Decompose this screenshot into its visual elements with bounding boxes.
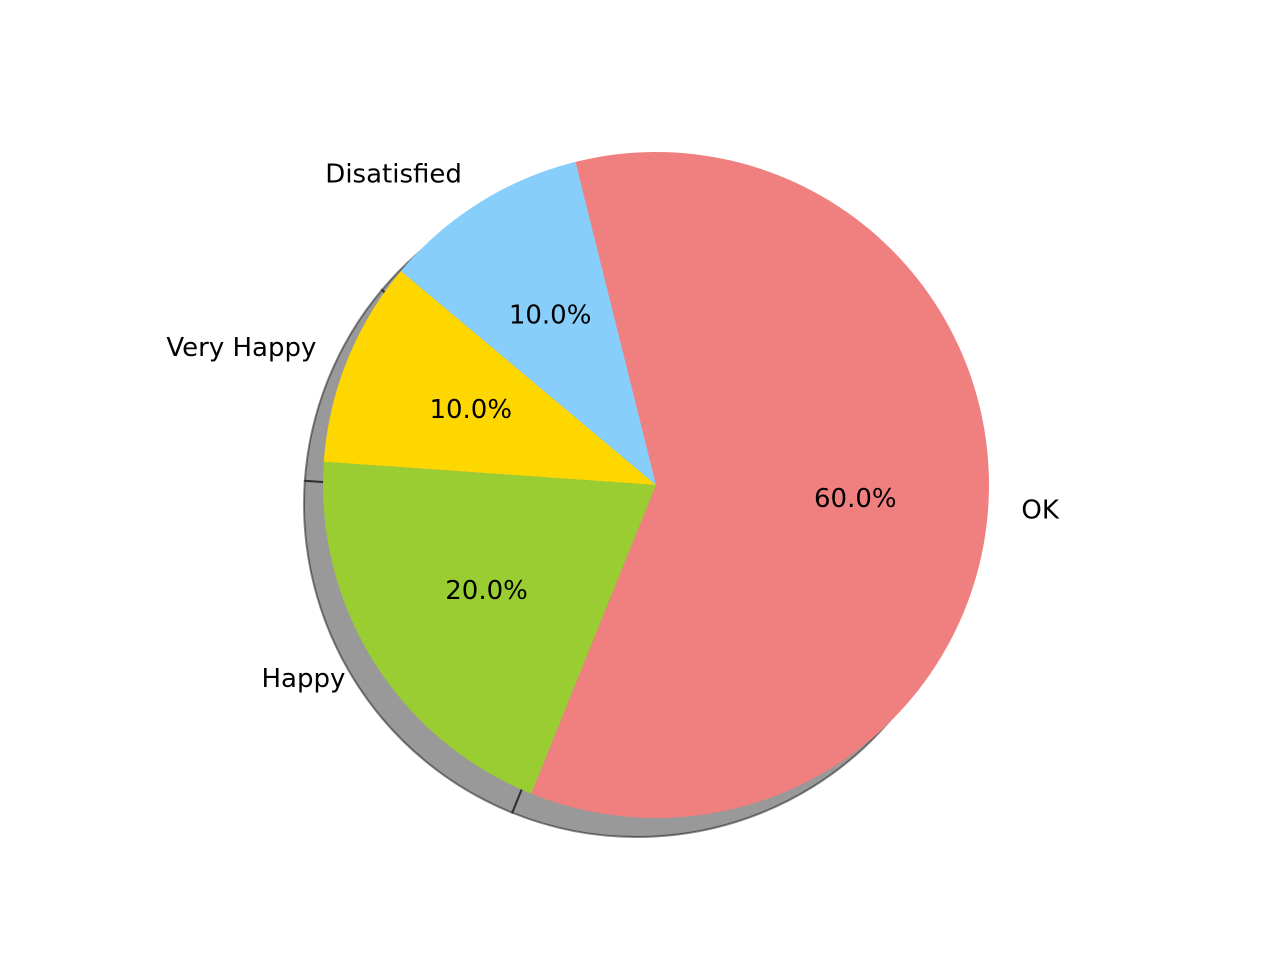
percent-label-ok: 60.0% [814,484,897,514]
pie-slices [323,151,990,818]
percent-label-happy: 20.0% [445,576,528,606]
pie-labels: Very Happy 10.0% Happy 20.0% OK 60.0% Disatisf… [166,159,1059,694]
pie-slice-happy [323,461,656,794]
slice-label-ok: OK [1021,496,1059,526]
pie-slice-disatisfied [400,161,656,485]
slice-label-happy: Happy [261,664,345,694]
pie-slice-ok [531,151,990,818]
slice-label-very-happy: Very Happy [166,333,316,363]
pie-slice-very-happy [323,270,656,485]
percent-label-disatisfied: 10.0% [509,301,592,331]
slice-label-disatisfied: Disatisfied [325,159,462,189]
percent-label-very-happy: 10.0% [429,395,512,425]
